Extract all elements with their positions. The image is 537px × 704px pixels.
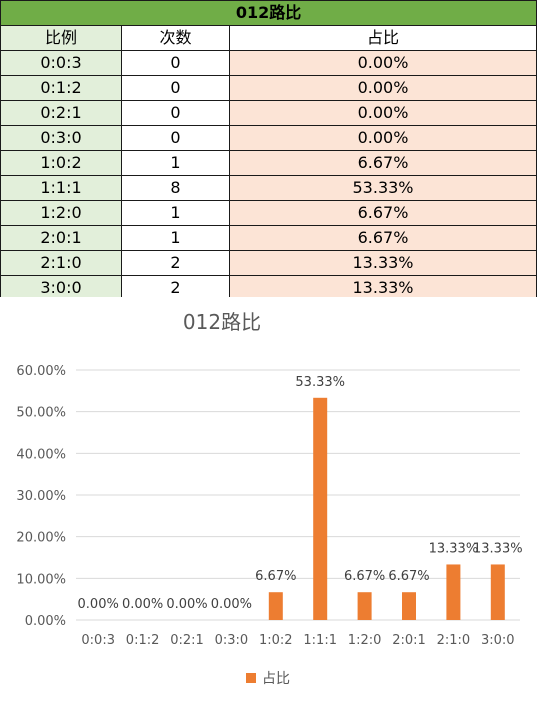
y-tick-label: 40.00% — [16, 447, 66, 462]
y-tick-label: 60.00% — [16, 364, 66, 379]
table-row: 1:0:2 1 6.67% — [0, 150, 537, 176]
x-tick-label: 0:3:0 — [215, 633, 249, 648]
data-label: 0.00% — [211, 597, 252, 612]
y-tick-label: 20.00% — [16, 531, 66, 546]
data-label: 13.33% — [473, 541, 523, 556]
data-label: 6.67% — [388, 569, 429, 584]
cell-ratio[interactable]: 0:3:0 — [0, 125, 122, 151]
cell-share[interactable]: 13.33% — [228, 275, 537, 301]
legend-label: 占比 — [262, 671, 290, 687]
cell-ratio[interactable]: 0:1:2 — [0, 75, 122, 101]
table-row: 0:3:0 0 0.00% — [0, 125, 537, 151]
y-tick-label: 30.00% — [16, 489, 66, 504]
table-row: 0:1:2 0 0.00% — [0, 75, 537, 101]
bars — [268, 397, 505, 620]
x-tick-label: 1:0:2 — [259, 633, 293, 648]
legend: 占比 — [246, 671, 290, 687]
cell-count[interactable]: 0 — [121, 100, 230, 126]
x-axis: 0:0:3 0:1:2 0:2:1 0:3:0 1:0:2 1:1:1 1:2:0 2:0:1… — [81, 633, 514, 648]
spreadsheet: 012路比 比例 次数 占比 0:0:3 0 0.00% 0:1:2 0 0.00% 0:2… — [0, 0, 537, 301]
cell-ratio[interactable]: 0:2:1 — [0, 100, 122, 126]
x-tick-label: 2:1:0 — [437, 633, 471, 648]
cell-share[interactable]: 0.00% — [228, 100, 537, 126]
x-tick-label: 0:2:1 — [170, 633, 204, 648]
data-label: 53.33% — [295, 375, 345, 390]
x-tick-label: 0:0:3 — [81, 633, 115, 648]
table-title[interactable]: 012路比 — [0, 0, 537, 26]
cell-count[interactable]: 1 — [121, 225, 230, 251]
table-row: 0:0:3 0 0.00% — [0, 50, 537, 76]
y-axis: 0.00% 10.00% 20.00% 30.00% 40.00% 50.00% 60.00… — [16, 364, 66, 629]
data-label: 6.67% — [344, 569, 385, 584]
table-body: 0:0:3 0 0.00% 0:1:2 0 0.00% 0:2:1 0 0.00% 0:3:0 0 0… — [0, 50, 537, 301]
legend-swatch — [246, 673, 256, 683]
bar[interactable] — [446, 564, 461, 620]
cell-count[interactable]: 0 — [121, 75, 230, 101]
y-tick-label: 10.00% — [16, 572, 66, 587]
table-header-row: 比例 次数 占比 — [0, 25, 537, 51]
x-tick-label: 0:1:2 — [126, 633, 160, 648]
cell-share[interactable]: 13.33% — [228, 250, 537, 276]
cell-ratio[interactable]: 3:0:0 — [0, 275, 122, 301]
data-label: 0.00% — [166, 597, 207, 612]
cell-share[interactable]: 6.67% — [228, 150, 537, 176]
table-row: 1:2:0 1 6.67% — [0, 200, 537, 226]
cell-count[interactable]: 2 — [121, 250, 230, 276]
table-row: 0:2:1 0 0.00% — [0, 100, 537, 126]
cell-share[interactable]: 6.67% — [228, 225, 537, 251]
cell-count[interactable]: 1 — [121, 200, 230, 226]
x-tick-label: 2:0:1 — [392, 633, 426, 648]
cell-share[interactable]: 53.33% — [228, 175, 537, 201]
cell-share[interactable]: 0.00% — [228, 50, 537, 76]
gridlines — [76, 369, 520, 621]
data-labels: 0.00% 0.00% 0.00% 0.00%6.67%53.33%6.67% 6.67… — [78, 375, 523, 612]
bar-chart[interactable]: 012路比 0.00% 10.00% 20.00% 30.00% 40.00% 50.00… — [0, 297, 537, 704]
table-row: 1:1:1 8 53.33% — [0, 175, 537, 201]
bar[interactable] — [402, 592, 416, 620]
cell-count[interactable]: 0 — [121, 125, 230, 151]
table-row: 2:1:0 2 13.33% — [0, 250, 537, 276]
cell-share[interactable]: 0.00% — [228, 75, 537, 101]
cell-count[interactable]: 8 — [121, 175, 230, 201]
cell-ratio[interactable]: 1:2:0 — [0, 200, 122, 226]
bar[interactable] — [490, 564, 505, 620]
table-title-row: 012路比 — [0, 0, 537, 26]
header-share[interactable]: 占比 — [228, 25, 537, 51]
x-tick-label: 1:1:1 — [303, 633, 337, 648]
bar[interactable] — [313, 397, 328, 620]
chart-svg: 012路比 0.00% 10.00% 20.00% 30.00% 40.00% 50.00… — [16, 310, 523, 687]
y-tick-label: 0.00% — [25, 614, 66, 629]
ratio-table: 012路比 比例 次数 占比 0:0:3 0 0.00% 0:1:2 0 0.00% 0:2… — [0, 0, 537, 301]
cell-share[interactable]: 6.67% — [228, 200, 537, 226]
table-row: 3:0:0 2 13.33% — [0, 275, 537, 301]
data-label: 0.00% — [78, 597, 119, 612]
cell-ratio[interactable]: 2:0:1 — [0, 225, 122, 251]
header-count[interactable]: 次数 — [121, 25, 230, 51]
header-ratio[interactable]: 比例 — [0, 25, 122, 51]
x-tick-label: 3:0:0 — [481, 633, 515, 648]
cell-ratio[interactable]: 2:1:0 — [0, 250, 122, 276]
bar[interactable] — [268, 592, 283, 620]
cell-share[interactable]: 0.00% — [228, 125, 537, 151]
bar[interactable] — [357, 592, 372, 620]
cell-ratio[interactable]: 1:1:1 — [0, 175, 122, 201]
chart-title: 012路比 — [183, 310, 261, 334]
data-label: 0.00% — [122, 597, 163, 612]
y-tick-label: 50.00% — [16, 406, 66, 421]
cell-ratio[interactable]: 0:0:3 — [0, 50, 122, 76]
cell-count[interactable]: 0 — [121, 50, 230, 76]
data-label: 6.67% — [255, 569, 296, 584]
cell-count[interactable]: 1 — [121, 150, 230, 176]
x-tick-label: 1:2:0 — [348, 633, 382, 648]
cell-ratio[interactable]: 1:0:2 — [0, 150, 122, 176]
data-label: 13.33% — [429, 541, 479, 556]
table-row: 2:0:1 1 6.67% — [0, 225, 537, 251]
